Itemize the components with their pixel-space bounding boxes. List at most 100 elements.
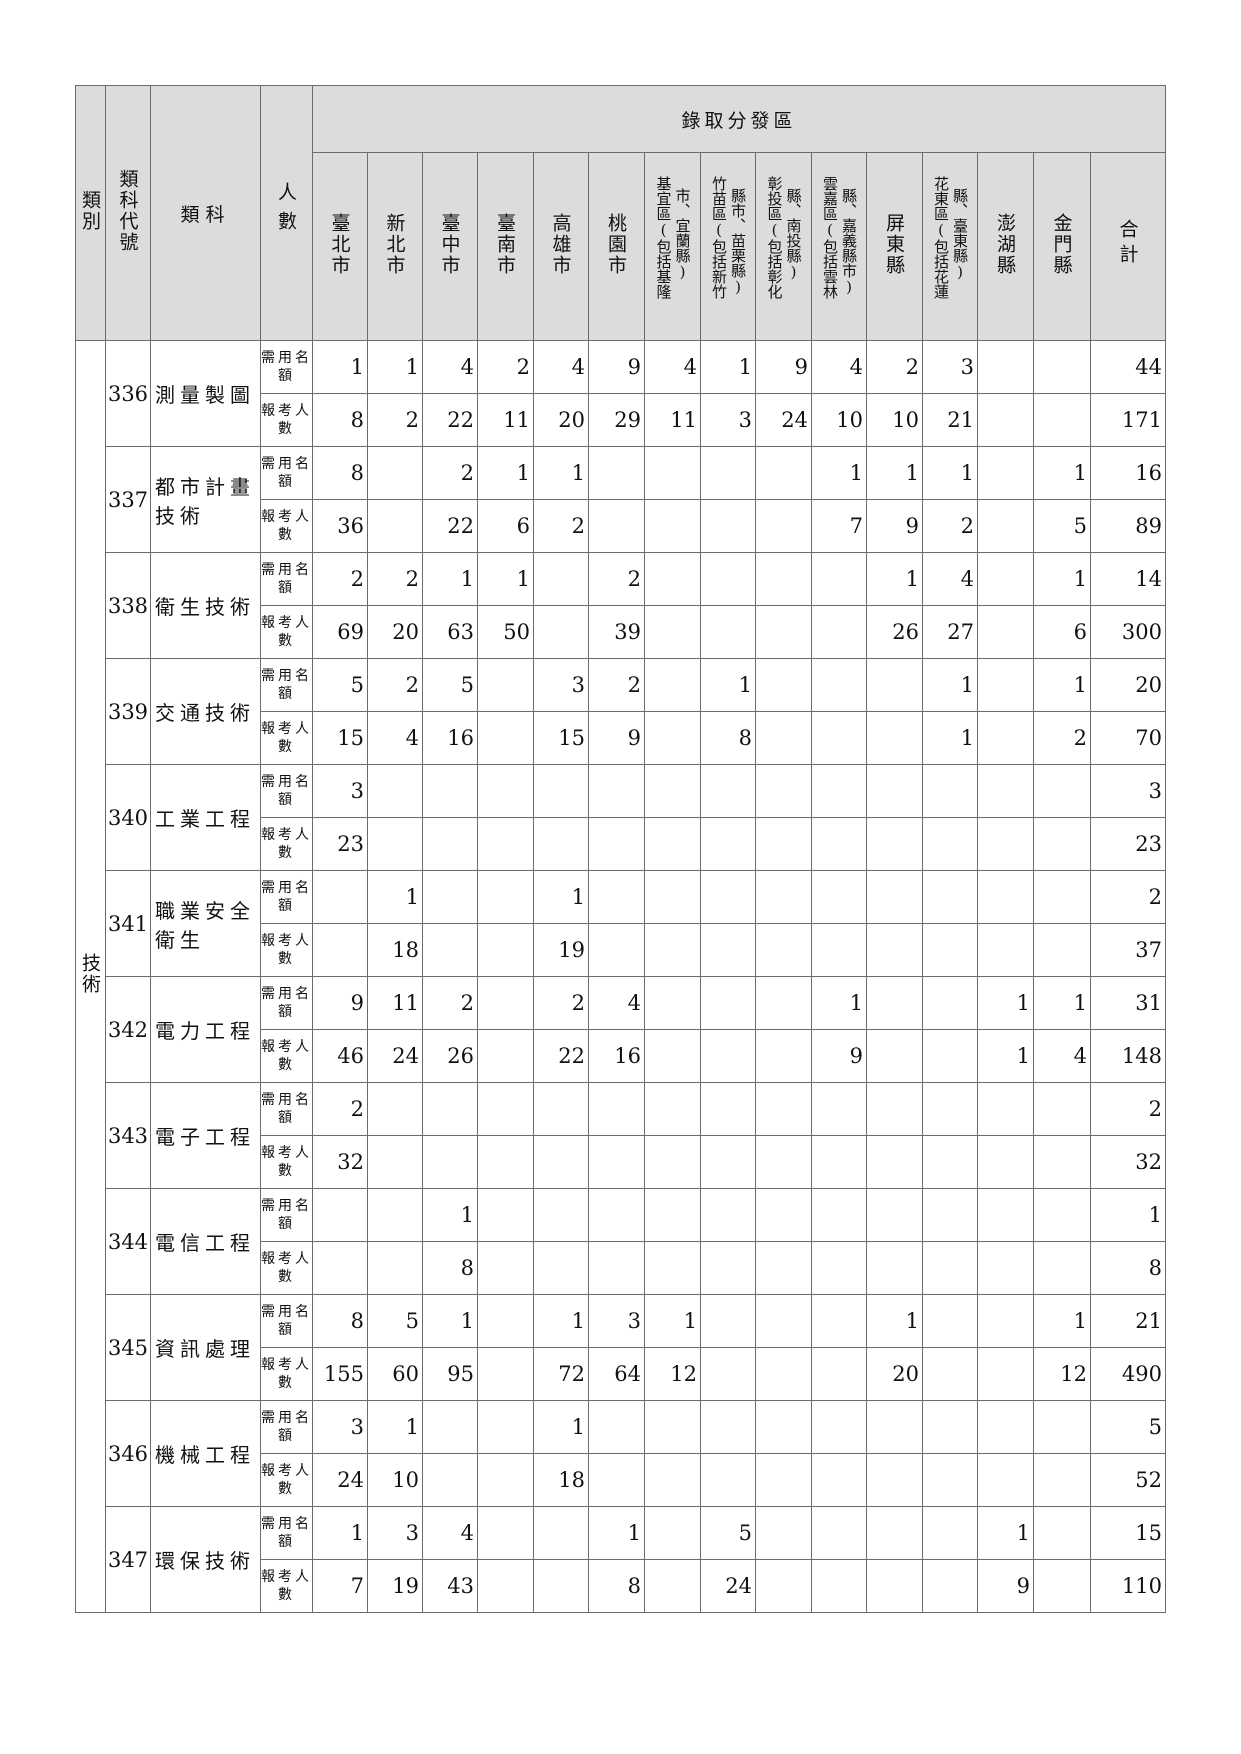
value-cell: 1	[1033, 446, 1091, 500]
value-cell	[755, 711, 812, 765]
value-cell	[1033, 340, 1091, 394]
value-cell	[811, 764, 867, 818]
value-cell	[866, 870, 923, 924]
total-cell: 1	[1090, 1188, 1166, 1242]
value-cell: 155	[312, 1347, 368, 1401]
header-region-label: 臺北市	[328, 212, 351, 276]
value-cell	[866, 1135, 923, 1189]
value-cell	[755, 552, 812, 606]
value-cell	[977, 711, 1034, 765]
value-cell	[1033, 1400, 1091, 1454]
value-cell	[588, 1453, 645, 1507]
value-cell	[977, 1453, 1034, 1507]
total-cell: 70	[1090, 711, 1166, 765]
value-cell: 2	[367, 552, 423, 606]
value-cell	[811, 1135, 867, 1189]
header-region: 金門縣	[1033, 152, 1091, 341]
total-cell: 2	[1090, 870, 1166, 924]
value-cell: 1	[1033, 1294, 1091, 1348]
quota-label: 需用名額	[260, 446, 313, 500]
value-cell	[367, 446, 423, 500]
header-region-label: 金門縣	[1050, 212, 1073, 276]
total-cell: 23	[1090, 817, 1166, 871]
quota-label: 需用名額	[260, 1506, 313, 1560]
subject-code: 342	[105, 976, 151, 1083]
value-cell	[755, 1453, 812, 1507]
value-cell	[977, 605, 1034, 659]
value-cell	[588, 1241, 645, 1295]
total-cell: 14	[1090, 552, 1166, 606]
applicants-label: 報考人數	[260, 1559, 313, 1613]
value-cell	[866, 1241, 923, 1295]
value-cell	[977, 552, 1034, 606]
value-cell	[866, 658, 923, 712]
value-cell	[977, 923, 1034, 977]
value-cell: 23	[312, 817, 368, 871]
value-cell: 9	[866, 499, 923, 553]
value-cell: 26	[422, 1029, 478, 1083]
total-cell: 52	[1090, 1453, 1166, 1507]
value-cell: 10	[811, 393, 867, 447]
header-regions-group-label: 錄取分發區	[681, 109, 797, 132]
value-cell: 95	[422, 1347, 478, 1401]
category-cell: 技術	[75, 340, 106, 1613]
header-region: 澎湖縣	[977, 152, 1034, 341]
value-cell	[811, 1241, 867, 1295]
value-cell: 2	[312, 1082, 368, 1136]
value-cell	[755, 1294, 812, 1348]
header-region-label: 臺中市	[438, 212, 461, 276]
value-cell	[533, 1188, 589, 1242]
value-cell: 46	[312, 1029, 368, 1083]
value-cell: 22	[422, 393, 478, 447]
value-cell	[922, 764, 978, 818]
table-row: 報考人數 8 8	[76, 1241, 1166, 1295]
value-cell	[367, 817, 423, 871]
value-cell	[977, 817, 1034, 871]
value-cell	[644, 658, 701, 712]
value-cell	[922, 1400, 978, 1454]
value-cell	[477, 1029, 534, 1083]
value-cell	[700, 870, 756, 924]
value-cell	[755, 1506, 812, 1560]
value-cell: 1	[533, 1294, 589, 1348]
table-row: 347 環保技術 需用名額 1 3 4 1 5 1 15	[76, 1506, 1166, 1613]
total-cell: 171	[1090, 393, 1166, 447]
value-cell: 4	[1033, 1029, 1091, 1083]
value-cell: 22	[422, 499, 478, 553]
header-subject: 類科	[150, 85, 261, 341]
value-cell	[644, 817, 701, 871]
value-cell: 16	[422, 711, 478, 765]
value-cell: 27	[922, 605, 978, 659]
value-cell	[755, 1135, 812, 1189]
value-cell	[644, 976, 701, 1030]
value-cell: 12	[644, 1347, 701, 1401]
value-cell	[922, 976, 978, 1030]
value-cell	[977, 1400, 1034, 1454]
value-cell: 24	[700, 1559, 756, 1613]
value-cell	[588, 446, 645, 500]
value-cell: 1	[422, 1294, 478, 1348]
value-cell: 1	[367, 870, 423, 924]
table-row: 報考人數 24 10 18 52	[76, 1453, 1166, 1507]
value-cell: 9	[811, 1029, 867, 1083]
value-cell	[1033, 1241, 1091, 1295]
table-row: 342 電力工程 需用名額 9 11 2 2 4 1 1 1 31	[76, 976, 1166, 1083]
value-cell: 1	[977, 976, 1034, 1030]
table-row: 337 都市計畫技術 需用名額 8 2 1 1 1 1 1 1 16	[76, 446, 1166, 553]
value-cell	[588, 1188, 645, 1242]
value-cell	[700, 976, 756, 1030]
total-cell: 8	[1090, 1241, 1166, 1295]
value-cell: 4	[588, 976, 645, 1030]
value-cell	[1033, 923, 1091, 977]
value-cell	[644, 1241, 701, 1295]
value-cell: 9	[312, 976, 368, 1030]
value-cell	[811, 1400, 867, 1454]
value-cell: 1	[588, 1506, 645, 1560]
value-cell	[866, 817, 923, 871]
value-cell	[588, 1082, 645, 1136]
header-region: 花東區(包括花蓮 縣、臺東縣)	[922, 152, 978, 341]
value-cell	[755, 870, 812, 924]
table-row: 345 資訊處理 需用名額 8 5 1 1 3 1 1 1 21	[76, 1294, 1166, 1401]
value-cell: 8	[312, 1294, 368, 1348]
value-cell	[422, 1400, 478, 1454]
